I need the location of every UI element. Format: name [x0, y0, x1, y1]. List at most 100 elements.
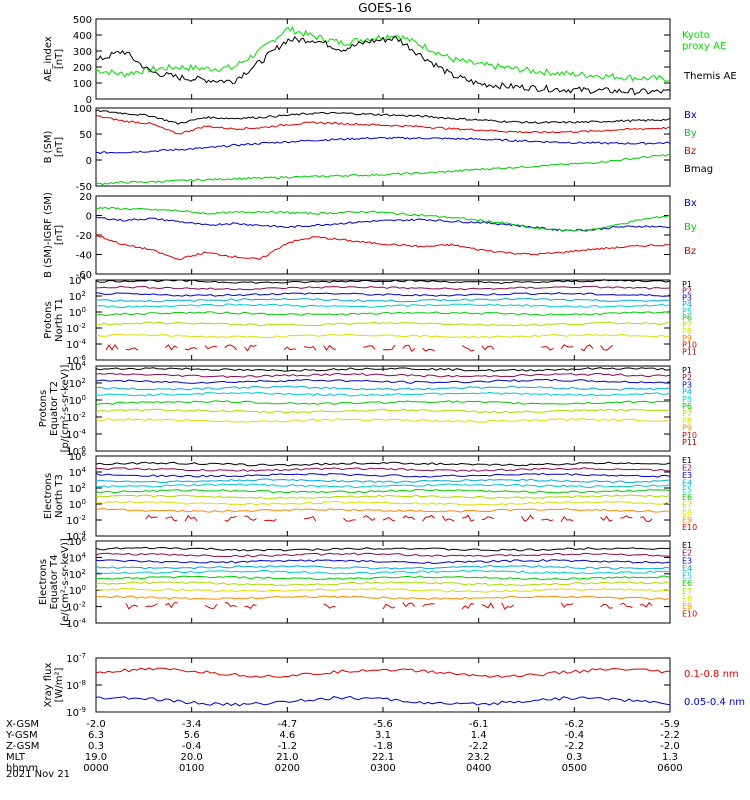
y-axis-label: [nT]: [54, 49, 65, 69]
ephemeris-value: -6.1: [469, 719, 489, 730]
series-line-P10: [481, 345, 495, 351]
series-line-P10: [283, 346, 297, 351]
series-line-P10: [244, 344, 257, 352]
legend-kyoto-proxy-ae: proxy AE: [682, 41, 726, 52]
legend-E2: E2: [682, 549, 692, 558]
series-line-E10: [521, 514, 534, 522]
ephemeris-value: 0600: [657, 763, 682, 774]
legend-E7: E7: [682, 501, 692, 510]
series-line-E10: [224, 515, 237, 522]
legend-E3: E3: [682, 471, 692, 480]
series-line-0.1-0.8 nm: [95, 667, 671, 679]
y-tick-label: -60: [76, 270, 92, 281]
series-line-E9: [95, 508, 670, 513]
series-line-P10: [382, 344, 396, 351]
legend-By: By: [684, 222, 697, 233]
series-line-E1: [95, 546, 671, 552]
series-line-E10: [382, 517, 396, 522]
legend-P2: P2: [682, 373, 692, 382]
y-tick-label: 10-8: [66, 679, 86, 692]
series-line-P10: [600, 344, 613, 351]
series-line-P3: [95, 378, 671, 384]
y-tick-label: 10-2: [66, 601, 86, 614]
series-line-P10: [363, 345, 376, 350]
y-axis-label: Electrons: [38, 559, 49, 605]
ephemeris-value: -1.2: [278, 741, 298, 752]
y-tick-label: 200: [73, 63, 92, 74]
series-line-E1: [95, 461, 671, 467]
series-line-E6: [95, 488, 671, 494]
y-axis-label: Equator T4: [49, 555, 60, 610]
series-line-E5: [95, 569, 671, 575]
ephemeris-value: 5.6: [184, 730, 200, 741]
legend-Bmag: Bmag: [684, 164, 713, 175]
series-line-P4: [95, 297, 671, 303]
legend-0.05-0.4 nm: 0.05-0.4 nm: [684, 697, 745, 708]
series-line-E10: [402, 602, 416, 608]
y-tick-label: 10-9: [66, 706, 86, 719]
y-tick-label: -50: [76, 182, 92, 193]
legend-Bz: Bz: [684, 146, 696, 157]
series-line-Bmag: [95, 109, 671, 125]
y-tick-label: -40: [76, 251, 92, 262]
series-line-E10: [125, 603, 139, 610]
series-line-0.05-0.4 nm: [96, 695, 671, 707]
series-line-P6: [95, 311, 671, 316]
legend-P6: P6: [682, 314, 692, 323]
series-line-E10: [224, 602, 237, 608]
series-line-P1: [95, 279, 671, 285]
y-axis-label: [W/m²]: [54, 667, 65, 702]
y-axis-label: Equator T2: [49, 381, 60, 436]
series-line-E10: [461, 602, 475, 610]
series-line-P10: [422, 347, 435, 352]
legend-P5: P5: [682, 307, 692, 316]
legend-E9: E9: [682, 515, 692, 524]
ephemeris-value: 20.0: [181, 752, 203, 763]
ephemeris-value: 4.6: [279, 730, 295, 741]
panel-2: B (SM) [nT] -50 0 50 100 Bx By Bz Bmag: [43, 104, 713, 193]
series-line-P10: [560, 344, 574, 350]
ephemeris-value: -2.2: [660, 730, 680, 741]
y-tick-label: 10-4: [66, 617, 86, 630]
ephemeris-value: 19.0: [85, 752, 107, 763]
series-line-E10: [323, 603, 336, 609]
series-line-E10: [441, 515, 455, 522]
series-line-E10: [600, 603, 613, 609]
legend-P5: P5: [682, 395, 692, 404]
series-line-E10: [362, 515, 376, 522]
series-line-E10: [560, 516, 574, 522]
y-tick-label: 0: [86, 156, 92, 167]
y-tick-label: 104: [69, 466, 87, 479]
ephemeris-value: 0400: [466, 763, 491, 774]
ephemeris-value: -2.2: [565, 741, 585, 752]
y-axis-label: [p/(cm²-s-sr-keV)]: [60, 365, 71, 453]
ephemeris-value: -5.9: [660, 719, 680, 730]
y-tick-label: 10-6: [66, 445, 86, 458]
series-line-By: [95, 206, 671, 232]
y-tick-label: 10-4: [66, 530, 86, 543]
series-line-P4: [95, 385, 671, 391]
y-tick-label: 10-7: [66, 652, 86, 665]
panel-8: Xray flux [W/m²]10-9 10-8 10-7 0.1-0.8 nm 0.0…: [43, 652, 745, 719]
y-axis-label: B (SM)-IGRF (SM): [43, 192, 54, 278]
panel-frame: [95, 107, 671, 187]
legend-Bx: Bx: [684, 198, 697, 209]
series-line-E10: [343, 517, 356, 522]
series-line-E10: [422, 603, 435, 607]
y-tick-label: 300: [73, 47, 92, 58]
legend-E8: E8: [682, 508, 692, 517]
y-tick-label: 104: [69, 551, 87, 564]
series-line-E10: [541, 518, 554, 522]
legend-P11: P11: [682, 347, 697, 356]
series-line-E10: [145, 514, 158, 520]
panel-3: B (SM)-IGRF (SM) [nT] -60 -40 -20 0 20 Bx By Bz: [43, 192, 697, 281]
y-axis-label: [nT]: [54, 137, 65, 157]
ephemeris-value: 23.2: [468, 752, 490, 763]
y-tick-label: 106: [69, 450, 87, 463]
series-line-E10: [145, 603, 158, 608]
series-line-E10: [560, 602, 574, 608]
series-line-E2: [96, 467, 671, 472]
series-line-E10: [184, 514, 198, 522]
series-line-E8: [95, 500, 671, 506]
